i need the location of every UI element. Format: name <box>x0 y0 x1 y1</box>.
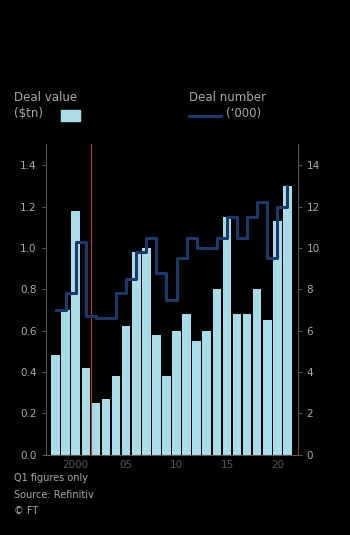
Bar <box>193 341 201 455</box>
Text: © FT: © FT <box>14 506 38 516</box>
Bar <box>142 248 150 455</box>
Text: (‘000): (‘000) <box>226 108 261 120</box>
Bar <box>182 314 191 455</box>
Bar <box>233 314 241 455</box>
Bar <box>152 335 161 455</box>
Text: Source: Refinitiv: Source: Refinitiv <box>14 490 94 500</box>
Bar <box>112 376 120 455</box>
Bar <box>243 314 251 455</box>
Bar <box>283 186 292 455</box>
Bar <box>172 331 181 455</box>
Bar <box>122 326 131 455</box>
Text: Deal value: Deal value <box>14 91 77 104</box>
Bar <box>162 376 171 455</box>
Bar <box>51 355 60 455</box>
Bar <box>263 320 272 455</box>
Bar <box>253 289 261 455</box>
Bar <box>61 310 70 455</box>
Bar <box>132 252 140 455</box>
Bar <box>273 221 282 455</box>
Bar <box>223 217 231 455</box>
Bar <box>203 331 211 455</box>
Text: Deal number: Deal number <box>189 91 266 104</box>
Bar <box>71 211 80 455</box>
Bar <box>82 368 90 455</box>
Text: ($tn): ($tn) <box>14 108 43 120</box>
Bar <box>102 399 110 455</box>
Bar <box>92 403 100 455</box>
Bar <box>212 289 221 455</box>
Text: Q1 figures only: Q1 figures only <box>14 473 88 484</box>
